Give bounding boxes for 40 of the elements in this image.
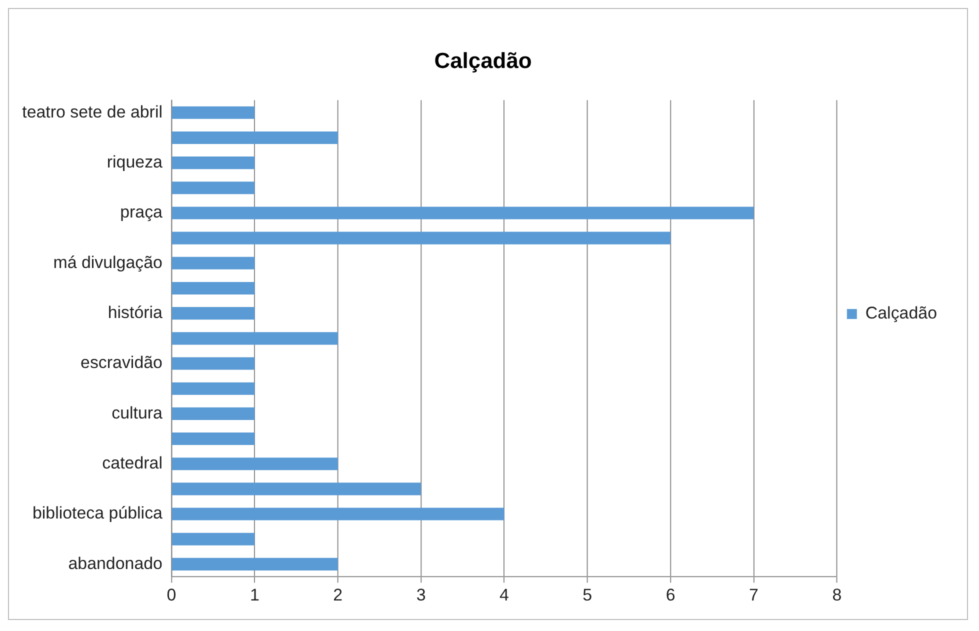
x-tick-label: 2 (333, 586, 343, 605)
bar (172, 458, 338, 470)
x-tick-label: 7 (749, 586, 758, 605)
bar (172, 206, 754, 220)
y-tick-label: cultura (112, 403, 164, 422)
x-tick-label: 8 (832, 586, 842, 605)
y-tick-label: abandonado (68, 554, 162, 573)
bar (172, 256, 255, 270)
y-tick-label: escravidão (80, 353, 162, 372)
bar (172, 482, 422, 496)
bar (172, 182, 255, 194)
x-tick-label: 1 (250, 586, 260, 605)
y-tick-label: teatro sete de abril (22, 102, 162, 122)
bar (172, 106, 255, 119)
y-tick-label: praça (120, 202, 164, 222)
x-tick-label: 6 (666, 586, 676, 605)
bar (172, 382, 255, 395)
bar (172, 407, 255, 420)
x-tick-label: 4 (499, 586, 509, 605)
bar (172, 307, 255, 320)
y-tick-label: catedral (102, 454, 162, 473)
bar (172, 156, 255, 170)
bar (172, 332, 338, 345)
y-tick-label: biblioteca pública (32, 504, 164, 523)
x-tick-label: 5 (582, 586, 592, 605)
bar (172, 532, 255, 546)
y-tick-label: má divulgação (53, 252, 162, 272)
x-tick-label: 0 (166, 586, 176, 605)
bar (172, 232, 671, 244)
legend-label: Calçadão (865, 304, 938, 323)
bar (172, 131, 338, 144)
x-tick-label: 3 (416, 586, 426, 605)
y-tick-label: riqueza (106, 152, 164, 172)
chart-title: Calçadão (434, 48, 532, 74)
bar (172, 282, 255, 295)
bar (172, 432, 255, 446)
bar (172, 357, 255, 370)
y-tick-label: história (108, 303, 164, 322)
bar (172, 558, 338, 570)
bar (172, 508, 504, 520)
